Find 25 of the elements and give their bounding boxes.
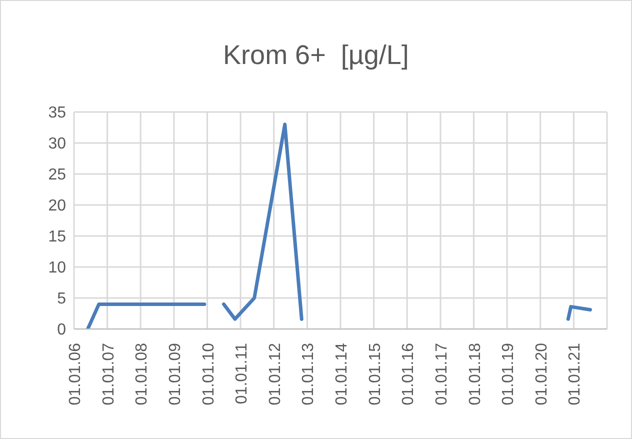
y-tick-label: 35 [48,104,66,122]
x-tick-label: 01.01.17 [433,342,450,406]
x-tick-label: 01.01.12 [266,342,284,406]
x-tick-label: 01.01.11 [234,342,251,404]
x-tick-label: 01.01.08 [134,342,151,406]
chart-title: Krom 6+ [µg/L] [222,40,410,71]
y-tick-label: 15 [48,228,66,246]
x-tick-label: 01.01.21 [566,342,584,406]
y-tick-label: 10 [48,260,66,277]
x-tick-label: 01.01.07 [100,342,118,406]
y-tick-label: 0 [57,322,66,339]
x-tick-label: 01.01.10 [200,342,218,406]
x-tick-label: 01.01.18 [466,342,484,406]
y-tick-label: 30 [48,136,66,153]
y-tick-label: 20 [48,198,66,215]
x-tick-label: 01.01.06 [67,342,84,406]
x-tick-label: 01.01.14 [334,342,350,406]
y-tick-label: 5 [57,290,66,308]
x-tick-label: 01.01.13 [300,342,318,406]
x-tick-label: 01.01.09 [166,342,184,406]
x-tick-label: 01.01.16 [400,342,418,406]
x-tick-label: 01.01.20 [533,342,550,406]
x-tick-label: 01.01.15 [366,342,384,406]
y-tick-label: 25 [48,166,66,184]
x-tick-label: 01.01.19 [500,342,518,406]
